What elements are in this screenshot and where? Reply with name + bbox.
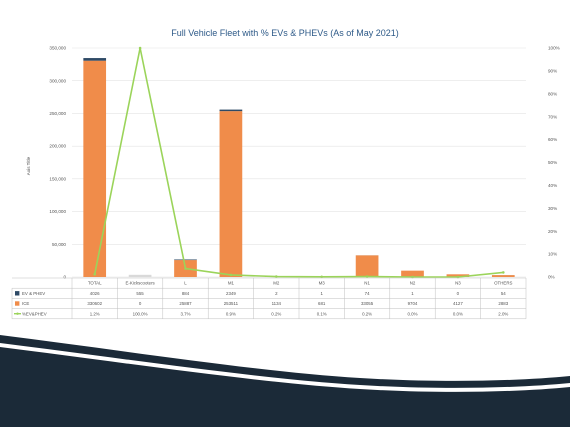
data-label: 2 [275, 291, 278, 296]
y2-tick-label: 50% [548, 160, 557, 165]
data-label: 0 [457, 291, 460, 296]
data-label: 0.1% [317, 311, 327, 316]
line-point [365, 275, 369, 278]
y-tick-label: 0 [63, 275, 66, 280]
data-label: 3.7% [180, 311, 190, 316]
x-category-label: N3 [455, 281, 461, 286]
x-category-label: N2 [410, 281, 416, 286]
data-label: 74 [365, 291, 370, 296]
data-label: 2.0% [498, 311, 508, 316]
data-label: 0.2% [362, 311, 372, 316]
bar-ev-phev [219, 109, 243, 112]
data-label: 0 [139, 301, 142, 306]
line-point [93, 272, 96, 276]
bar-ice [355, 255, 379, 277]
percent-line-series [93, 46, 505, 279]
chart-title: Full Vehicle Fleet with % EVs & PHEVs (A… [171, 28, 399, 38]
data-label: 33055 [361, 301, 374, 306]
bar-ev-phev [174, 259, 197, 261]
y-tick-label: 350,000 [49, 46, 66, 51]
x-category-label: N1 [364, 281, 370, 286]
line-point [502, 271, 505, 274]
y-tick-label: 50,000 [52, 242, 66, 247]
bar-ice [446, 274, 470, 277]
decorative-wave-stripe [0, 343, 570, 392]
line-point [411, 275, 414, 279]
legend-swatch [15, 301, 20, 306]
legend-entry: EV & PHEV [22, 291, 45, 296]
y2-tick-label: 100% [548, 46, 560, 51]
bar-ice [219, 111, 243, 277]
y-axis-title: Axis Title [26, 156, 31, 175]
legend-entry: ICE [22, 301, 29, 306]
data-label: 4127 [453, 301, 463, 306]
line-point [320, 275, 324, 279]
data-label: 2349 [226, 291, 236, 296]
y2-tick-label: 20% [548, 229, 557, 234]
legend-swatch [16, 312, 19, 315]
y-tick-label: 200,000 [49, 144, 66, 149]
line-point [275, 275, 278, 278]
data-label: 0.9% [226, 311, 236, 316]
data-label: 1134 [272, 301, 282, 306]
data-label: 0.0% [453, 311, 463, 316]
data-label: 4026 [90, 291, 100, 296]
x-category-label: M1 [228, 281, 235, 286]
line-point [184, 267, 187, 270]
bar-ev-phev [128, 274, 152, 277]
y-tick-label: 100,000 [49, 209, 66, 214]
y2-tick-label: 30% [548, 206, 557, 211]
data-label: 25887 [179, 301, 192, 306]
data-label: 2883 [498, 301, 508, 306]
bar-ev-phev [83, 58, 107, 61]
x-category-label: L [184, 281, 187, 286]
y-tick-label: 300,000 [49, 78, 66, 83]
data-label: 100.0% [133, 311, 148, 316]
bar-ice [491, 275, 515, 277]
data-label: 884 [182, 291, 190, 296]
data-label: 0.0% [407, 311, 417, 316]
legend-entry: %EV&PHEV [22, 311, 47, 316]
bar-ice [401, 270, 424, 277]
y2-tick-label: 40% [548, 183, 557, 188]
data-label: 555 [136, 291, 144, 296]
line-point [229, 273, 233, 277]
x-category-label: TOTAL [88, 281, 102, 286]
y2-tick-label: 70% [548, 114, 557, 119]
line-percent-ev-phev [93, 47, 504, 278]
y-tick-label: 250,000 [49, 111, 66, 116]
data-label: 9704 [408, 301, 418, 306]
data-label: 681 [318, 301, 326, 306]
data-table: TOTAL E-Kickscooters L M1 M2 M3 N1 N2 N3 OTHERS EV… [11, 277, 527, 320]
y2-tick-label: 60% [548, 137, 557, 142]
y2-tick-label: 0% [548, 275, 555, 280]
y-tick-label: 150,000 [49, 176, 66, 181]
legend-swatch [15, 291, 20, 296]
data-label: 1.2% [90, 311, 100, 316]
x-category-label: M3 [319, 281, 326, 286]
data-label: 330602 [87, 301, 102, 306]
data-label: 0.2% [271, 311, 281, 316]
x-category-label: M2 [273, 281, 280, 286]
x-category-label: E-Kickscooters [125, 281, 155, 286]
line-point [456, 275, 460, 279]
data-label: 1 [411, 291, 414, 296]
y-axis-ticks: 0 50,000 100,000 150,000 200,000 250,000 300,0… [49, 46, 66, 280]
y2-tick-label: 80% [548, 91, 557, 96]
x-category-label: OTHERS [494, 281, 512, 286]
data-label: 253511 [224, 301, 239, 306]
data-label: 1 [320, 291, 323, 296]
y2-axis-ticks: 0% 10% 20% 30% 40% 50% 60% 70% 80% 90% 100% [548, 46, 560, 280]
y2-tick-label: 90% [548, 69, 557, 74]
bar-ice [83, 60, 107, 277]
data-label: 54 [501, 291, 506, 296]
line-point [138, 46, 142, 50]
y2-tick-label: 10% [548, 252, 557, 257]
